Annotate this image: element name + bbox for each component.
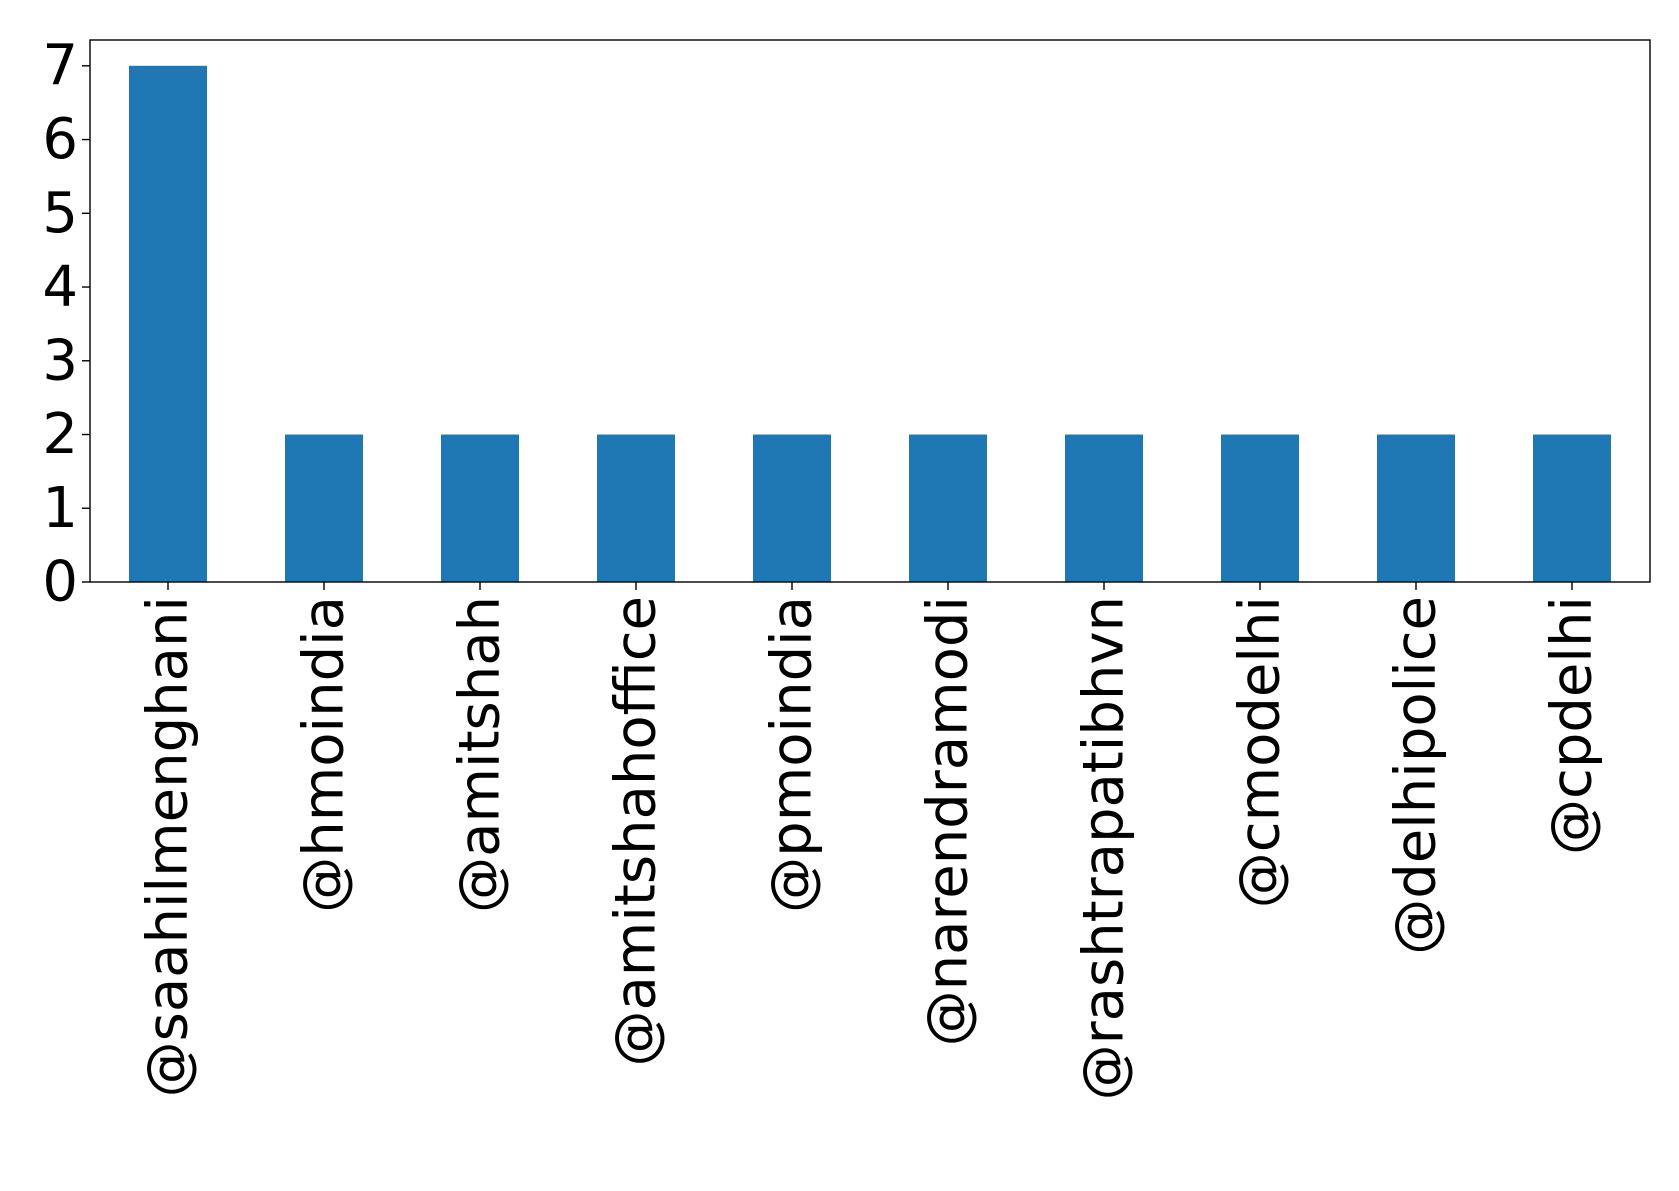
bar-rashtrapatibhvn bbox=[1065, 434, 1143, 582]
x-tick-label: @pmoindia bbox=[760, 596, 825, 913]
bar-amitshah bbox=[441, 434, 519, 582]
y-tick-label: 2 bbox=[42, 402, 78, 467]
y-tick-label: 6 bbox=[42, 107, 78, 172]
y-tick-label: 5 bbox=[42, 181, 78, 246]
bar-hmoindia bbox=[285, 434, 363, 582]
x-tick-label: @hmoindia bbox=[292, 596, 357, 913]
y-tick-label: 7 bbox=[42, 33, 78, 98]
bar-delhipolice bbox=[1377, 434, 1455, 582]
x-tick-label: @delhipolice bbox=[1384, 596, 1449, 955]
bars-layer bbox=[129, 65, 1611, 583]
y-tick-label: 3 bbox=[42, 328, 78, 393]
x-tick-label: @amitshahoffice bbox=[604, 596, 669, 1067]
y-tick-label: 4 bbox=[42, 255, 78, 320]
axes-layer bbox=[89, 39, 1651, 583]
x-tick-label: @cmodelhi bbox=[1228, 596, 1293, 908]
x-axis-ticks: @saahilmenghani @hmoindia @amitshah @amitsh… bbox=[136, 582, 1605, 1100]
bar-pmoindia bbox=[753, 434, 831, 582]
x-tick-label: @narendramodi bbox=[916, 596, 981, 1046]
bar-narendramodi bbox=[909, 434, 987, 582]
x-tick-label: @amitshah bbox=[448, 596, 513, 913]
x-tick-label: @cpdelhi bbox=[1540, 596, 1605, 855]
y-tick-label: 0 bbox=[42, 550, 78, 615]
x-tick-label: @rashtrapatibhvn bbox=[1072, 596, 1137, 1100]
bar-saahilmenghani bbox=[129, 65, 207, 583]
bar-amitshahoffice bbox=[597, 434, 675, 582]
y-tick-label: 1 bbox=[42, 476, 78, 541]
bar-cmodelhi bbox=[1221, 434, 1299, 582]
plot-frame bbox=[89, 39, 1651, 583]
bar-cpdelhi bbox=[1533, 434, 1611, 582]
y-axis-ticks: 0 1 2 3 4 5 6 7 bbox=[42, 33, 90, 615]
x-tick-label: @saahilmenghani bbox=[136, 596, 201, 1097]
